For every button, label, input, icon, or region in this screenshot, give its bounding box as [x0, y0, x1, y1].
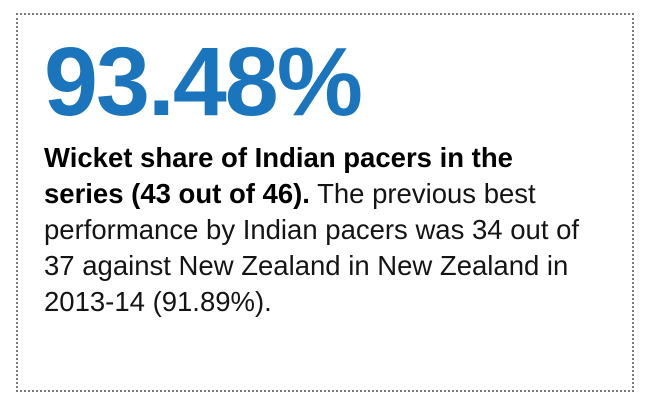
stat-description: Wicket share of Indian pacers in the ser… — [44, 140, 596, 320]
stat-headline: 93.48% — [44, 27, 363, 136]
stat-description-bold: Wicket share of Indian pacers in the ser… — [44, 142, 513, 209]
stat-description-regular: The previous best performance by Indian … — [44, 178, 580, 317]
stat-card: 93.48% Wicket share of Indian pacers in … — [16, 13, 634, 392]
